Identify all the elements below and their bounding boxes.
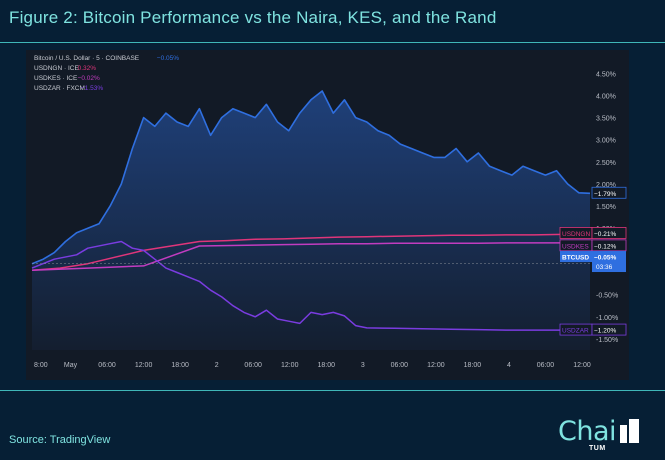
logo-wordmark: Chai — [558, 416, 617, 447]
series-line-usdzar — [31, 240, 590, 331]
x-tick-label: 3 — [361, 362, 365, 369]
btc-line — [31, 90, 591, 265]
btc-value-tag — [591, 186, 627, 199]
btcusd-time-label: 03:36 — [596, 264, 613, 271]
legend-label: USDNGN · ICE — [34, 65, 79, 72]
legend-label: USDZAR · FXCM — [34, 85, 85, 92]
bottom-divider — [0, 390, 665, 391]
y-tick-label: 3.50% — [596, 116, 616, 123]
chart-svg[interactable]: 4.50%4.00%3.50%3.00%2.50%2.00%1.50%1.00%… — [26, 50, 629, 380]
legend-value: −0.02% — [78, 75, 100, 82]
y-tick-label: 4.50% — [596, 71, 616, 78]
usdzar-value-tag — [591, 323, 627, 336]
top-divider — [0, 42, 665, 43]
legend-value: −1.53% — [81, 85, 103, 92]
x-tick-label: 12:00 — [281, 362, 299, 369]
x-tick-label: 06:00 — [244, 362, 262, 369]
y-tick-label: 4.00% — [596, 93, 616, 100]
brand-logo: Chai TUM — [558, 416, 643, 456]
y-tick-label: -1.50% — [596, 337, 618, 344]
logo-subtext: TUM — [589, 445, 606, 452]
figure-title: Figure 2: Bitcoin Performance vs the Nai… — [9, 8, 497, 27]
usdzar-name-label: USDZAR — [562, 328, 589, 335]
usdkes-name-label: USDKES — [562, 243, 589, 250]
usdngn-name-label: USDNGN — [562, 231, 590, 238]
x-tick-label: 2 — [215, 362, 219, 369]
x-tick-label: 06:00 — [537, 362, 555, 369]
btc-area — [32, 91, 590, 350]
series-line-usdkes — [31, 242, 590, 272]
legend-value: 0.32% — [78, 65, 97, 72]
x-tick-label: 18:00 — [318, 362, 336, 369]
btcusd-name-label: BTCUSD — [562, 255, 589, 262]
legend-label: USDKES · ICE — [34, 75, 78, 82]
btcusd-value-tag — [592, 251, 626, 273]
x-tick-label: 8:00 — [34, 362, 48, 369]
x-tick-label: May — [64, 362, 78, 369]
usdngn-value-label: −0.21% — [594, 231, 616, 238]
y-tick-label: -0.50% — [596, 293, 618, 300]
btc-value-label: −1.79% — [594, 191, 616, 198]
usdkes-value-label: −0.12% — [594, 243, 616, 250]
btcusd-value-label: −0.05% — [594, 255, 616, 262]
source-note: Source: TradingView — [9, 434, 111, 446]
x-tick-label: 06:00 — [391, 362, 409, 369]
usdkes-value-tag — [591, 239, 627, 252]
y-tick-label: 2.50% — [596, 160, 616, 167]
x-tick-label: 12:00 — [573, 362, 591, 369]
usdzar-value-label: −1.20% — [594, 328, 616, 335]
usdngn-value-tag — [591, 227, 627, 239]
logo-mark-icon — [620, 419, 639, 443]
chart-panel[interactable]: 4.50%4.00%3.50%3.00%2.50%2.00%1.50%1.00%… — [26, 50, 629, 380]
x-tick-label: 18:00 — [171, 362, 189, 369]
y-tick-label: 1.50% — [596, 204, 616, 211]
y-tick-label: 3.00% — [596, 138, 616, 145]
btcusd-name-tag — [560, 251, 592, 263]
x-tick-label: 12:00 — [427, 362, 445, 369]
x-tick-label: 4 — [507, 362, 511, 369]
x-tick-label: 18:00 — [464, 362, 482, 369]
legend-value: −0.05% — [157, 55, 179, 62]
x-tick-label: 12:00 — [135, 362, 153, 369]
y-tick-label: 2.00% — [596, 182, 616, 189]
x-tick-label: 06:00 — [98, 362, 116, 369]
legend-label: Bitcoin / U.S. Dollar · 5 · COINBASE — [34, 55, 140, 62]
y-tick-label: -1.00% — [596, 315, 618, 322]
